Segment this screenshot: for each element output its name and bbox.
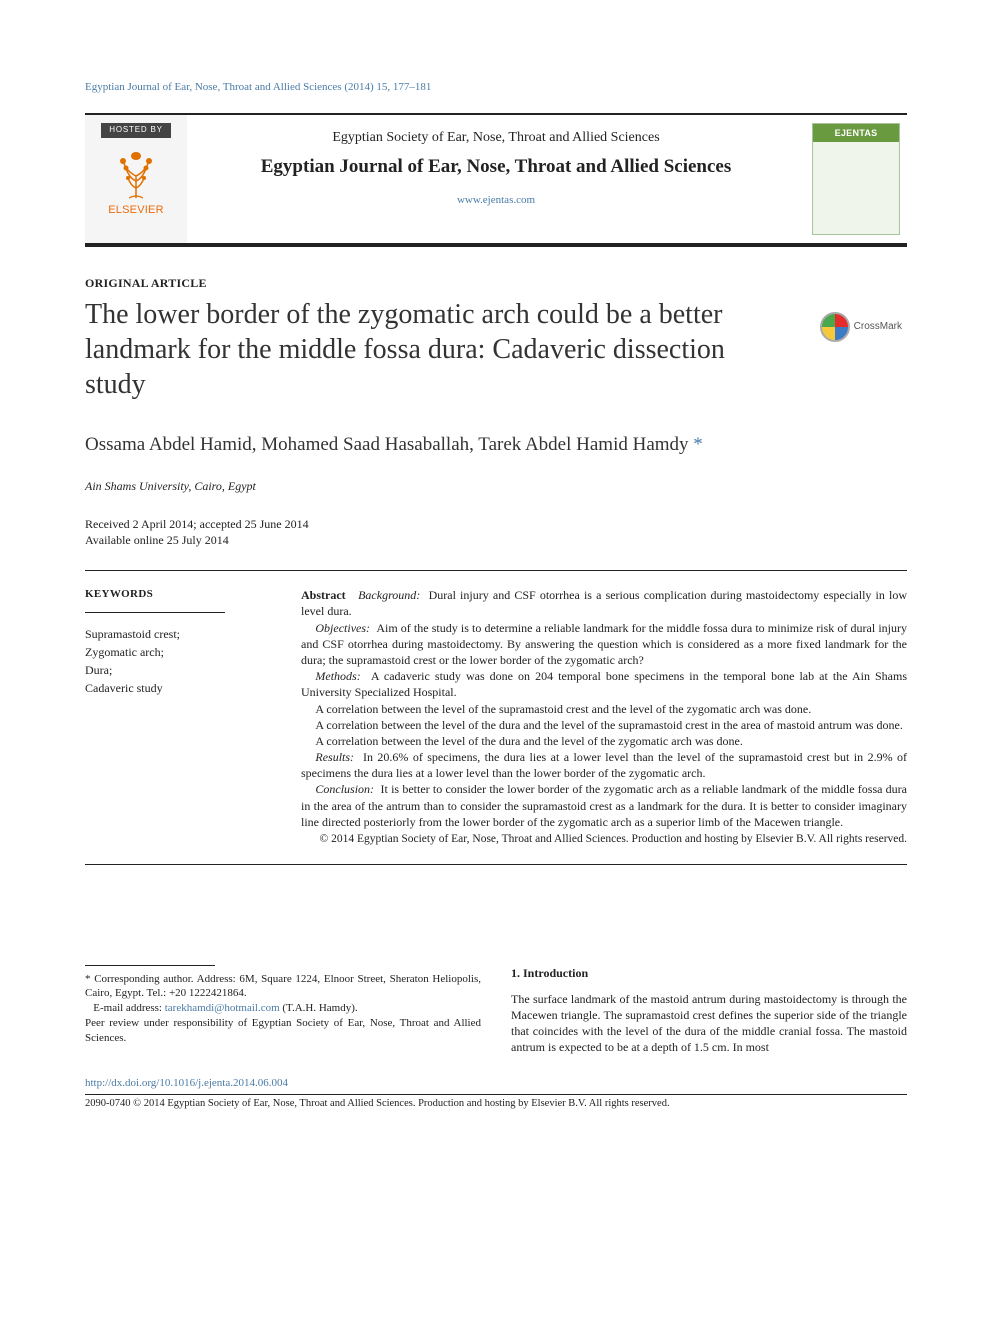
crossmark-badge[interactable]: CrossMark: [820, 312, 902, 342]
corresponding-footnote: * Corresponding author. Address: 6M, Squ…: [85, 972, 481, 1046]
authors: Ossama Abdel Hamid, Mohamed Saad Hasabal…: [85, 432, 907, 458]
abstract-label: Abstract: [301, 588, 346, 602]
elsevier-wordmark: ELSEVIER: [108, 203, 164, 218]
methods-p4: A correlation between the level of the d…: [301, 733, 907, 749]
running-head: Egyptian Journal of Ear, Nose, Throat an…: [85, 80, 907, 95]
affiliation: Ain Shams University, Cairo, Egypt: [85, 478, 907, 494]
cover-acronym: EJENTAS: [813, 124, 899, 142]
journal-url-link[interactable]: www.ejentas.com: [205, 193, 787, 208]
email-link[interactable]: tarekhamdi@hotmail.com: [165, 1002, 280, 1014]
footer-rule: [85, 1094, 907, 1095]
author-list: Ossama Abdel Hamid, Mohamed Saad Hasabal…: [85, 434, 689, 455]
right-column: 1. Introduction The surface landmark of …: [511, 965, 907, 1056]
article-dates: Received 2 April 2014; accepted 25 June …: [85, 516, 907, 548]
conclusion-text: It is better to consider the lower borde…: [301, 782, 907, 828]
elsevier-logo: ELSEVIER: [108, 146, 164, 218]
crossmark-label: CrossMark: [854, 320, 902, 334]
methods-p1: A cadaveric study was done on 204 tempor…: [301, 669, 907, 699]
intro-heading: 1. Introduction: [511, 965, 907, 981]
article-type: ORIGINAL ARTICLE: [85, 275, 907, 291]
cover-image: EJENTAS: [812, 123, 900, 235]
left-column: * Corresponding author. Address: 6M, Squ…: [85, 965, 481, 1056]
article-title: The lower border of the zygomatic arch c…: [85, 297, 907, 402]
cover-thumbnail: EJENTAS: [805, 115, 907, 243]
keywords-divider: [85, 612, 225, 613]
abstract-copyright: © 2014 Egyptian Society of Ear, Nose, Th…: [301, 832, 907, 848]
objectives-label: Objectives:: [315, 621, 370, 635]
corresponding-star-icon: *: [693, 434, 703, 455]
available-online: Available online 25 July 2014: [85, 532, 907, 548]
results-text: In 20.6% of specimens, the dura lies at …: [301, 750, 907, 780]
journal-masthead: HOSTED BY ELSEVIER Egyptian Society of E…: [85, 113, 907, 247]
doi-link[interactable]: http://dx.doi.org/10.1016/j.ejenta.2014.…: [85, 1076, 907, 1091]
email-suffix: (T.A.H. Hamdy).: [282, 1002, 357, 1014]
keywords-column: KEYWORDS Supramastoid crest; Zygomatic a…: [85, 571, 285, 863]
conclusion-label: Conclusion:: [315, 782, 374, 796]
objectives-text: Aim of the study is to determine a relia…: [301, 621, 907, 667]
journal-title-block: Egyptian Society of Ear, Nose, Throat an…: [187, 115, 805, 243]
body-columns: * Corresponding author. Address: 6M, Squ…: [85, 965, 907, 1056]
abstract-column: Abstract Background: Dural injury and CS…: [285, 571, 907, 863]
elsevier-tree-icon: [111, 146, 161, 201]
peer-review-note: Peer review under responsibility of Egyp…: [85, 1016, 481, 1046]
hosted-by-badge: HOSTED BY: [101, 123, 170, 138]
keywords-heading: KEYWORDS: [85, 587, 271, 602]
footnote-rule: [85, 965, 215, 966]
corresponding-address: * Corresponding author. Address: 6M, Squ…: [85, 972, 481, 1002]
email-label: E-mail address:: [93, 1002, 162, 1014]
hosted-by-panel: HOSTED BY ELSEVIER: [85, 115, 187, 243]
methods-p2: A correlation between the level of the s…: [301, 701, 907, 717]
results-label: Results:: [315, 750, 354, 764]
received-accepted: Received 2 April 2014; accepted 25 June …: [85, 516, 907, 532]
journal-title: Egyptian Journal of Ear, Nose, Throat an…: [205, 154, 787, 180]
background-label: Background:: [358, 588, 420, 602]
crossmark-icon: [820, 312, 850, 342]
methods-p3: A correlation between the level of the d…: [301, 717, 907, 733]
society-name: Egyptian Society of Ear, Nose, Throat an…: [205, 129, 787, 148]
issn-copyright: 2090-0740 © 2014 Egyptian Society of Ear…: [85, 1097, 907, 1111]
abstract-block: KEYWORDS Supramastoid crest; Zygomatic a…: [85, 570, 907, 864]
intro-p1: The surface landmark of the mastoid antr…: [511, 991, 907, 1056]
keywords-list: Supramastoid crest; Zygomatic arch; Dura…: [85, 625, 271, 697]
methods-label: Methods:: [315, 669, 360, 683]
